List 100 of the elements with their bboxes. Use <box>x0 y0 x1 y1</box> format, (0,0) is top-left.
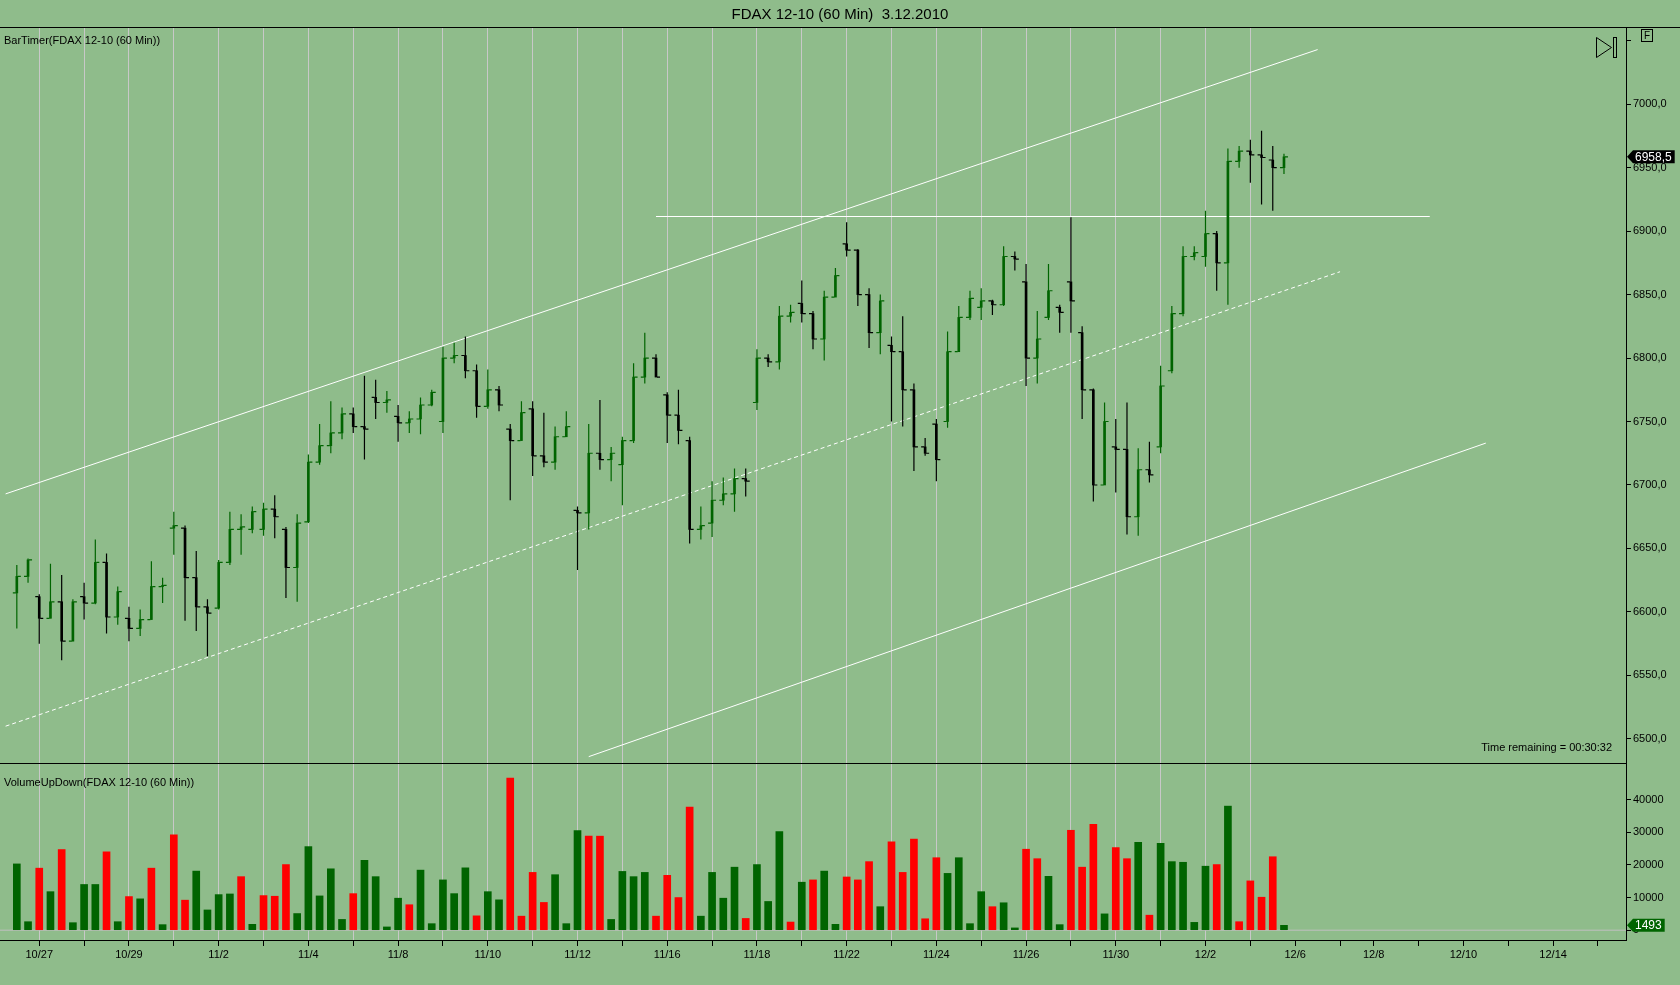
bar <box>461 867 470 931</box>
bar <box>1201 865 1210 931</box>
bar <box>237 876 245 931</box>
bar <box>517 915 526 931</box>
bar <box>921 918 929 931</box>
bar <box>80 884 88 931</box>
x-tick-label: 11/8 <box>387 947 409 960</box>
annotation: VolumeUpDown(FDAX 12-10 (60 Min)) <box>4 776 195 789</box>
bar <box>181 899 189 931</box>
x-tick-label: 11/26 <box>1012 947 1040 960</box>
x-tick-label: 11/24 <box>922 947 950 960</box>
bar <box>1134 842 1143 931</box>
bar <box>730 866 739 931</box>
bar <box>854 879 862 931</box>
x-tick-label: 12/2 <box>1194 947 1217 960</box>
bar <box>1190 922 1199 931</box>
bar <box>1257 896 1266 931</box>
bar <box>1145 914 1154 931</box>
y-tick-label: 40000 <box>1633 792 1664 805</box>
bar <box>685 806 694 931</box>
bar <box>820 870 829 931</box>
bar <box>439 879 447 931</box>
bar <box>293 913 301 931</box>
bar <box>248 924 257 931</box>
bar <box>584 835 593 931</box>
bar <box>652 915 660 931</box>
bar <box>338 919 346 931</box>
y-tick-label: 6600,0 <box>1633 604 1667 617</box>
bar <box>865 861 873 931</box>
y-tick-label: 6900,0 <box>1633 224 1667 237</box>
x-tick-label: 11/12 <box>564 947 591 960</box>
x-tick-label: 12/10 <box>1449 947 1478 960</box>
y-tick-label: 7000,0 <box>1633 97 1667 110</box>
bar <box>214 894 223 931</box>
bar <box>427 923 436 931</box>
bar <box>46 891 55 931</box>
bar <box>741 918 750 931</box>
bar <box>932 857 941 931</box>
x-tick-label: 11/10 <box>474 947 502 960</box>
bar <box>910 838 918 931</box>
bar <box>797 881 806 931</box>
bar <box>1111 847 1120 931</box>
bar <box>12 863 21 931</box>
bar <box>315 895 324 931</box>
bar <box>102 851 111 931</box>
bar <box>898 872 907 931</box>
bar <box>719 897 728 931</box>
bar <box>326 868 335 931</box>
bar <box>966 923 974 931</box>
bar <box>1235 921 1243 931</box>
bar <box>1179 861 1187 931</box>
bar <box>136 898 144 931</box>
bar <box>977 891 986 931</box>
bar <box>1156 843 1165 931</box>
bar <box>562 923 571 931</box>
y-tick-label: 10000 <box>1633 890 1664 903</box>
bar <box>887 841 896 931</box>
bar <box>1246 880 1255 931</box>
bar <box>775 831 784 931</box>
x-tick-label: 12/6 <box>1284 947 1306 960</box>
bar <box>1224 805 1232 931</box>
bar <box>1212 864 1221 931</box>
annotation: Time remaining = 00:30:32 <box>1481 741 1612 754</box>
bar <box>495 899 503 931</box>
bar <box>113 921 122 931</box>
y-tick-label: 6850,0 <box>1633 287 1667 300</box>
bar <box>607 919 615 931</box>
bar <box>282 864 290 931</box>
bar <box>764 901 772 931</box>
bar <box>203 909 212 931</box>
x-tick-label: 12/8 <box>1362 947 1385 960</box>
x-tick-label: 11/4 <box>298 947 319 960</box>
bar <box>809 879 817 931</box>
bar <box>1123 858 1131 931</box>
bar <box>1044 876 1053 931</box>
bar <box>1268 856 1277 931</box>
x-tick-label: 11/22 <box>833 947 860 960</box>
y-tick-label: 6700,0 <box>1633 478 1667 491</box>
x-tick-label: 12/14 <box>1539 947 1567 960</box>
bar <box>1022 848 1030 931</box>
bar <box>506 777 515 931</box>
bar <box>573 830 582 931</box>
bar <box>640 872 649 931</box>
bar <box>147 867 156 931</box>
bar <box>753 864 761 931</box>
bar <box>528 872 537 931</box>
chart-title: FDAX 12-10 (60 Min) 3.12.2010 <box>0 0 1680 28</box>
y-tick-label: 6550,0 <box>1633 668 1667 681</box>
annotation: BarTimer(FDAX 12-10 (60 Min)) <box>4 34 161 47</box>
bar <box>226 893 234 931</box>
x-tick-label: 11/16 <box>653 947 681 960</box>
bar <box>24 921 32 931</box>
y-tick-label: 6750,0 <box>1633 414 1667 427</box>
bar <box>35 867 44 931</box>
bar <box>708 872 716 931</box>
x-tick-label: 10/27 <box>25 947 54 960</box>
bar <box>1280 925 1288 931</box>
bar <box>988 906 997 931</box>
bar <box>540 902 548 931</box>
x-tick-label: 11/30 <box>1102 947 1130 960</box>
